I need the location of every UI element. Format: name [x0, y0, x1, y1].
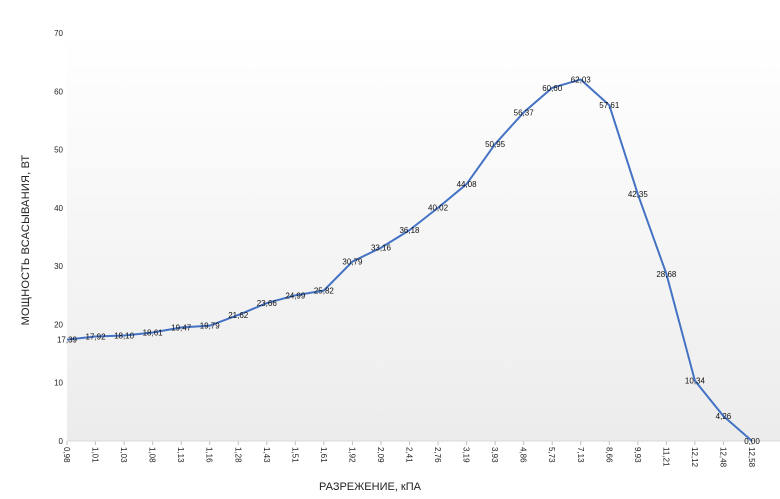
x-tick-label: 1,13: [176, 447, 185, 463]
data-label: 40,02: [428, 204, 449, 213]
y-tick-label: 40: [54, 204, 63, 213]
data-label: 17,92: [86, 333, 107, 342]
x-tick-label: 2,41: [405, 447, 414, 463]
x-tick-label: 12,58: [747, 447, 756, 468]
data-label: 57,61: [599, 101, 620, 110]
x-tick-label: 5,73: [547, 447, 556, 463]
data-label: 18,61: [143, 329, 164, 338]
x-tick-label: 1,01: [91, 447, 100, 463]
x-tick-label: 0,98: [62, 447, 71, 463]
data-label: 56,37: [514, 108, 535, 117]
y-tick-label: 20: [54, 320, 63, 329]
data-label: 21,62: [228, 311, 249, 320]
data-label: 60,60: [542, 84, 563, 93]
x-tick-label: 4,86: [519, 447, 528, 463]
data-label: 19,79: [200, 322, 221, 331]
y-tick-label: 10: [54, 379, 63, 388]
x-tick-label: 1,16: [205, 447, 214, 463]
data-label: 50,95: [485, 140, 506, 149]
plot-area: [67, 33, 780, 441]
x-tick-label: 3,19: [462, 447, 471, 463]
data-label: 33,16: [371, 244, 392, 253]
y-axis-label: МОЩНОСТЬ ВСАСЫВАНИЯ, ВТ: [20, 154, 32, 326]
y-tick-label: 60: [54, 87, 63, 96]
x-tick-label: 8,66: [604, 447, 613, 463]
data-labels: 17,39 17,92 18,10 18,61 19,47 19,79 21,62 23,66…: [57, 75, 760, 446]
x-tick-label: 7,13: [576, 447, 585, 463]
data-label: 10,34: [685, 377, 706, 386]
series-line: [66, 78, 753, 442]
x-tick-label: 1,03: [119, 447, 128, 463]
x-tick-label: 2,09: [376, 447, 385, 463]
x-tick-label: 12,12: [690, 447, 699, 468]
x-tick-label: 1,61: [319, 447, 328, 463]
data-label: 18,10: [114, 332, 135, 341]
x-tick-label: 9,93: [633, 447, 642, 463]
x-tick-label: 2,76: [433, 447, 442, 463]
y-tick-label: 70: [54, 29, 63, 38]
y-tick-label: 0: [59, 437, 64, 446]
data-label: 24,99: [285, 291, 306, 300]
data-label: 28,68: [656, 270, 677, 279]
x-tick-label: 3,93: [490, 447, 499, 463]
data-label: 42,35: [628, 190, 649, 199]
x-tick-label: 1,92: [347, 447, 356, 463]
x-tick-label: 1,28: [233, 447, 242, 463]
y-tick-label: 50: [54, 146, 63, 155]
data-label: 30,79: [342, 258, 363, 267]
data-label: 44,08: [457, 180, 478, 189]
data-label: 23,66: [257, 299, 278, 308]
x-tick-label: 1,08: [148, 447, 157, 463]
x-tick-label: 11,21: [661, 447, 670, 467]
x-tick-label: 12,48: [718, 447, 727, 468]
data-label: 4,26: [716, 412, 732, 421]
data-label: 17,39: [57, 336, 78, 345]
x-tick-label: 1,43: [262, 447, 271, 463]
data-label: 25,82: [314, 287, 335, 296]
x-axis-label-box: РАЗРЕЖЕНИЕ, кПА: [0, 481, 780, 493]
y-axis-label-box: МОЩНОСТЬ ВСАСЫВАНИЯ, ВТ: [14, 140, 38, 340]
x-axis-label: РАЗРЕЖЕНИЕ, кПА: [319, 481, 421, 493]
x-tick-label: 1,51: [290, 447, 299, 463]
data-label: 19,47: [171, 324, 192, 333]
data-label: 0,00: [744, 437, 760, 446]
x-axis-ticks: 0,98 1,01 1,03 1,08 1,13 1,16 1,28 1,43 1,51 1,61…: [62, 441, 756, 468]
data-label: 62,03: [571, 75, 592, 84]
data-label: 36,18: [399, 226, 420, 235]
y-tick-label: 30: [54, 262, 63, 271]
y-axis-ticks: 0 10 20 30 40 50 60 70: [54, 29, 63, 446]
